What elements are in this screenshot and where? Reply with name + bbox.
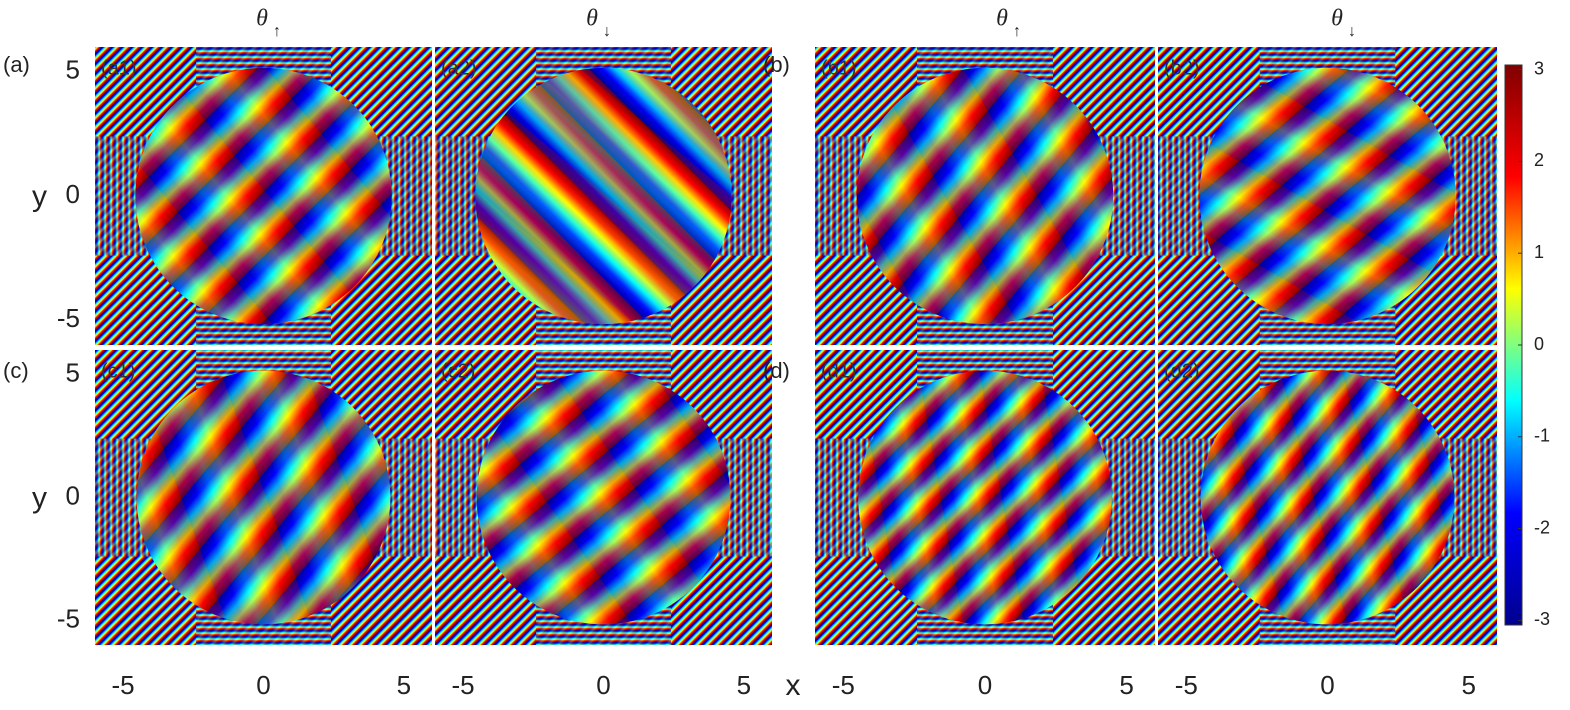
column-header-sub: ↑ (273, 23, 281, 40)
x-tick-label: 0 (596, 670, 610, 700)
phase-panel (95, 47, 432, 345)
phase-panel (95, 350, 432, 645)
colorbar-tick-label: -2 (1534, 517, 1550, 537)
group-label: (b) (763, 52, 790, 77)
phase-panel (815, 47, 1155, 345)
group-label: (a) (3, 52, 30, 77)
panel-label: (d1) (821, 360, 857, 382)
y-axis-label: y (32, 481, 47, 514)
x-tick-label: 0 (256, 670, 270, 700)
x-tick-label: 0 (978, 670, 992, 700)
panel-label: (b1) (821, 57, 857, 79)
panel-label: (d2) (1164, 360, 1200, 382)
x-tick-label: -5 (832, 670, 855, 700)
y-tick-label: -5 (57, 303, 80, 333)
y-tick-label: 0 (66, 179, 80, 209)
column-header-sub: ↓ (603, 23, 611, 40)
column-header: θ (256, 6, 268, 32)
phase-panel (1158, 47, 1497, 345)
colorbar-tick-label: -1 (1534, 426, 1550, 446)
x-tick-label: 5 (737, 670, 751, 700)
y-axis-label: y (32, 180, 47, 213)
phase-panel (1158, 350, 1497, 645)
phase-disk-overlay (476, 370, 731, 625)
x-tick-label: 5 (1462, 670, 1476, 700)
panel-label: (b2) (1164, 57, 1200, 79)
y-tick-label: 5 (66, 357, 80, 387)
phase-disk-overlay (856, 67, 1114, 325)
group-label: (c) (3, 358, 29, 383)
x-tick-label: -5 (112, 670, 135, 700)
colorbar-tick-label: 2 (1534, 150, 1544, 170)
phase-disk-overlay (858, 370, 1112, 625)
phase-disk-overlay (1200, 370, 1455, 625)
x-axis-label: x (786, 669, 801, 702)
y-tick-label: 5 (66, 55, 80, 85)
panel-label: (c2) (441, 360, 475, 382)
panel-label: (a1) (101, 57, 137, 79)
phase-disk-overlay (475, 67, 732, 325)
phase-panel (435, 47, 772, 345)
column-header: θ (586, 6, 598, 32)
phase-disk-overlay (136, 370, 391, 625)
x-tick-label: 0 (1320, 670, 1334, 700)
column-header-sub: ↑ (1013, 23, 1021, 40)
phase-panel (435, 350, 772, 645)
column-header-sub: ↓ (1348, 23, 1356, 40)
column-header: θ (1331, 6, 1343, 32)
phase-panel (815, 350, 1155, 645)
y-tick-label: -5 (57, 603, 80, 633)
phase-disk-overlay (1199, 67, 1456, 325)
panel-label: (a2) (441, 57, 477, 79)
group-label: (d) (763, 358, 790, 383)
column-header: θ (996, 6, 1008, 32)
x-tick-label: 5 (1119, 670, 1133, 700)
phase-disk-overlay (135, 67, 392, 325)
panel-label: (c1) (101, 360, 135, 382)
x-tick-label: -5 (452, 670, 475, 700)
colorbar-tick-label: 3 (1534, 58, 1544, 78)
x-tick-label: 5 (397, 670, 411, 700)
y-tick-label: 0 (66, 480, 80, 510)
colorbar-tick-label: 1 (1534, 242, 1544, 262)
colorbar-tick-label: 0 (1534, 334, 1544, 354)
x-tick-label: -5 (1175, 670, 1198, 700)
colorbar-tick-label: -3 (1534, 609, 1550, 629)
